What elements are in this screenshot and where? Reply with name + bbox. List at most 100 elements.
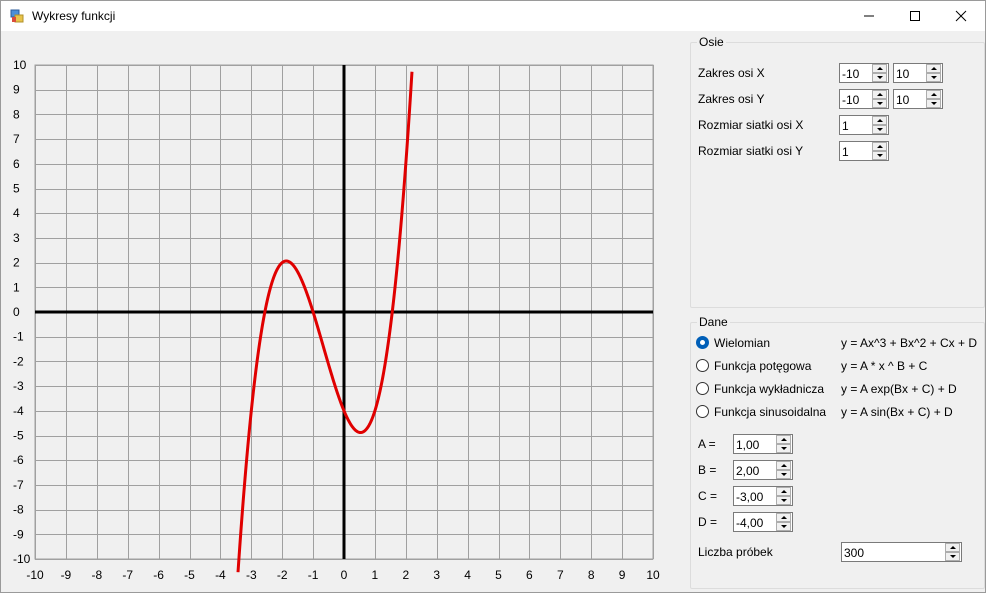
x-tick-label: 5 [495, 568, 502, 582]
radio-exponential[interactable] [696, 382, 709, 395]
y-tick-label: -9 [13, 527, 24, 541]
param-c-stepper[interactable]: -3,00 [733, 486, 793, 506]
param-c-value: -3,00 [736, 490, 764, 504]
spin-up-icon[interactable] [776, 513, 791, 522]
radio-exponential-label[interactable]: Funkcja wykładnicza [714, 382, 825, 396]
spin-down-icon[interactable] [776, 496, 791, 505]
y-tick-label: -8 [13, 503, 24, 517]
spin-down-icon[interactable] [926, 73, 941, 82]
app-icon [10, 9, 24, 23]
x-tick-label: -2 [277, 568, 288, 582]
spin-down-icon[interactable] [776, 522, 791, 531]
spin-up-icon[interactable] [945, 543, 960, 552]
x-tick-label: -6 [153, 568, 164, 582]
param-b-value: 2,00 [736, 464, 760, 478]
maximize-icon [910, 11, 920, 21]
x-tick-label: 1 [372, 568, 379, 582]
x-min-value: -10 [842, 67, 860, 81]
y-grid-label: Rozmiar siatki osi Y [698, 144, 804, 158]
axes-group: Osie [690, 35, 985, 308]
radio-sinusoidal-label[interactable]: Funkcja sinusoidalna [714, 405, 827, 419]
param-a-label: A = [698, 437, 716, 451]
title-bar[interactable]: Wykresy funkcji [1, 1, 985, 31]
spin-up-icon[interactable] [926, 64, 941, 73]
y-tick-label: -1 [13, 330, 24, 344]
param-b-label: B = [698, 463, 717, 477]
param-a-value: 1,00 [736, 438, 760, 452]
spin-down-icon[interactable] [926, 99, 941, 108]
spin-up-icon[interactable] [872, 142, 887, 151]
data-group-title: Dane [697, 315, 730, 329]
x-tick-label: 6 [526, 568, 533, 582]
spin-up-icon[interactable] [776, 461, 791, 470]
function-chart: -10 -9 -8 -7 -6 -5 -4 -3 -2 -1 0 1 2 3 4 5 6 7 8 9 10-10-9-8… [13, 58, 660, 582]
y-tick-label: -3 [13, 379, 24, 393]
y-tick-label: -2 [13, 354, 24, 368]
radio-polynomial[interactable] [696, 336, 709, 349]
param-d-label: D = [698, 515, 718, 529]
power-formula: y = A * x ^ B + C [841, 359, 928, 373]
y-tick-label: 9 [13, 83, 20, 97]
spin-down-icon[interactable] [872, 151, 887, 160]
spin-up-icon[interactable] [776, 487, 791, 496]
x-tick-label: -3 [246, 568, 257, 582]
y-tick-label: -7 [13, 478, 24, 492]
polynomial-formula: y = Ax^3 + Bx^2 + Cx + D [841, 336, 977, 350]
y-tick-label: -6 [13, 453, 24, 467]
y-min-stepper[interactable]: -10 [839, 89, 889, 109]
x-max-value: 10 [896, 67, 910, 81]
x-min-stepper[interactable]: -10 [839, 63, 889, 83]
data-group: Dane [690, 315, 985, 589]
y-tick-label: 10 [13, 58, 27, 72]
axes-group-title: Osie [697, 35, 726, 49]
minimize-button[interactable] [847, 1, 893, 31]
radio-power[interactable] [696, 359, 709, 372]
y-range-label: Zakres osi Y [698, 92, 765, 106]
spin-down-icon[interactable] [872, 99, 887, 108]
y-grid-value: 1 [842, 145, 849, 159]
x-tick-label: 10 [646, 568, 660, 582]
x-tick-label: 7 [557, 568, 564, 582]
spin-up-icon[interactable] [872, 90, 887, 99]
y-tick-label: -10 [13, 552, 31, 566]
y-max-stepper[interactable]: 10 [893, 89, 943, 109]
maximize-button[interactable] [893, 1, 939, 31]
x-tick-label: 2 [402, 568, 409, 582]
param-c-label: C = [698, 489, 718, 503]
y-tick-label: 0 [13, 305, 20, 319]
y-tick-label: -4 [13, 404, 24, 418]
spin-up-icon[interactable] [872, 64, 887, 73]
radio-power-label[interactable]: Funkcja potęgowa [714, 359, 812, 373]
samples-stepper[interactable]: 300 [841, 542, 962, 562]
spin-up-icon[interactable] [926, 90, 941, 99]
spin-down-icon[interactable] [776, 444, 791, 453]
y-tick-label: 5 [13, 182, 20, 196]
spin-down-icon[interactable] [872, 125, 887, 134]
close-icon [955, 10, 967, 22]
param-d-stepper[interactable]: -4,00 [733, 512, 793, 532]
spin-up-icon[interactable] [776, 435, 791, 444]
y-tick-label: 2 [13, 256, 20, 270]
spin-up-icon[interactable] [872, 116, 887, 125]
spin-down-icon[interactable] [776, 470, 791, 479]
x-tick-label: 8 [588, 568, 595, 582]
x-max-stepper[interactable]: 10 [893, 63, 943, 83]
spin-down-icon[interactable] [872, 73, 887, 82]
param-a-stepper[interactable]: 1,00 [733, 434, 793, 454]
radio-polynomial-label[interactable]: Wielomian [714, 336, 771, 350]
param-b-stepper[interactable]: 2,00 [733, 460, 793, 480]
y-grid-stepper[interactable]: 1 [839, 141, 889, 161]
radio-sinusoidal[interactable] [696, 405, 709, 418]
x-tick-label: 9 [619, 568, 626, 582]
x-grid-stepper[interactable]: 1 [839, 115, 889, 135]
param-d-value: -4,00 [736, 516, 764, 530]
y-tick-label: 1 [13, 280, 20, 294]
close-button[interactable] [939, 1, 985, 31]
x-tick-label: -4 [215, 568, 226, 582]
spin-down-icon[interactable] [945, 552, 960, 561]
x-range-label: Zakres osi X [698, 66, 765, 80]
y-tick-label: 7 [13, 132, 20, 146]
y-tick-label: 4 [13, 206, 20, 220]
x-grid-label: Rozmiar siatki osi X [698, 118, 804, 132]
